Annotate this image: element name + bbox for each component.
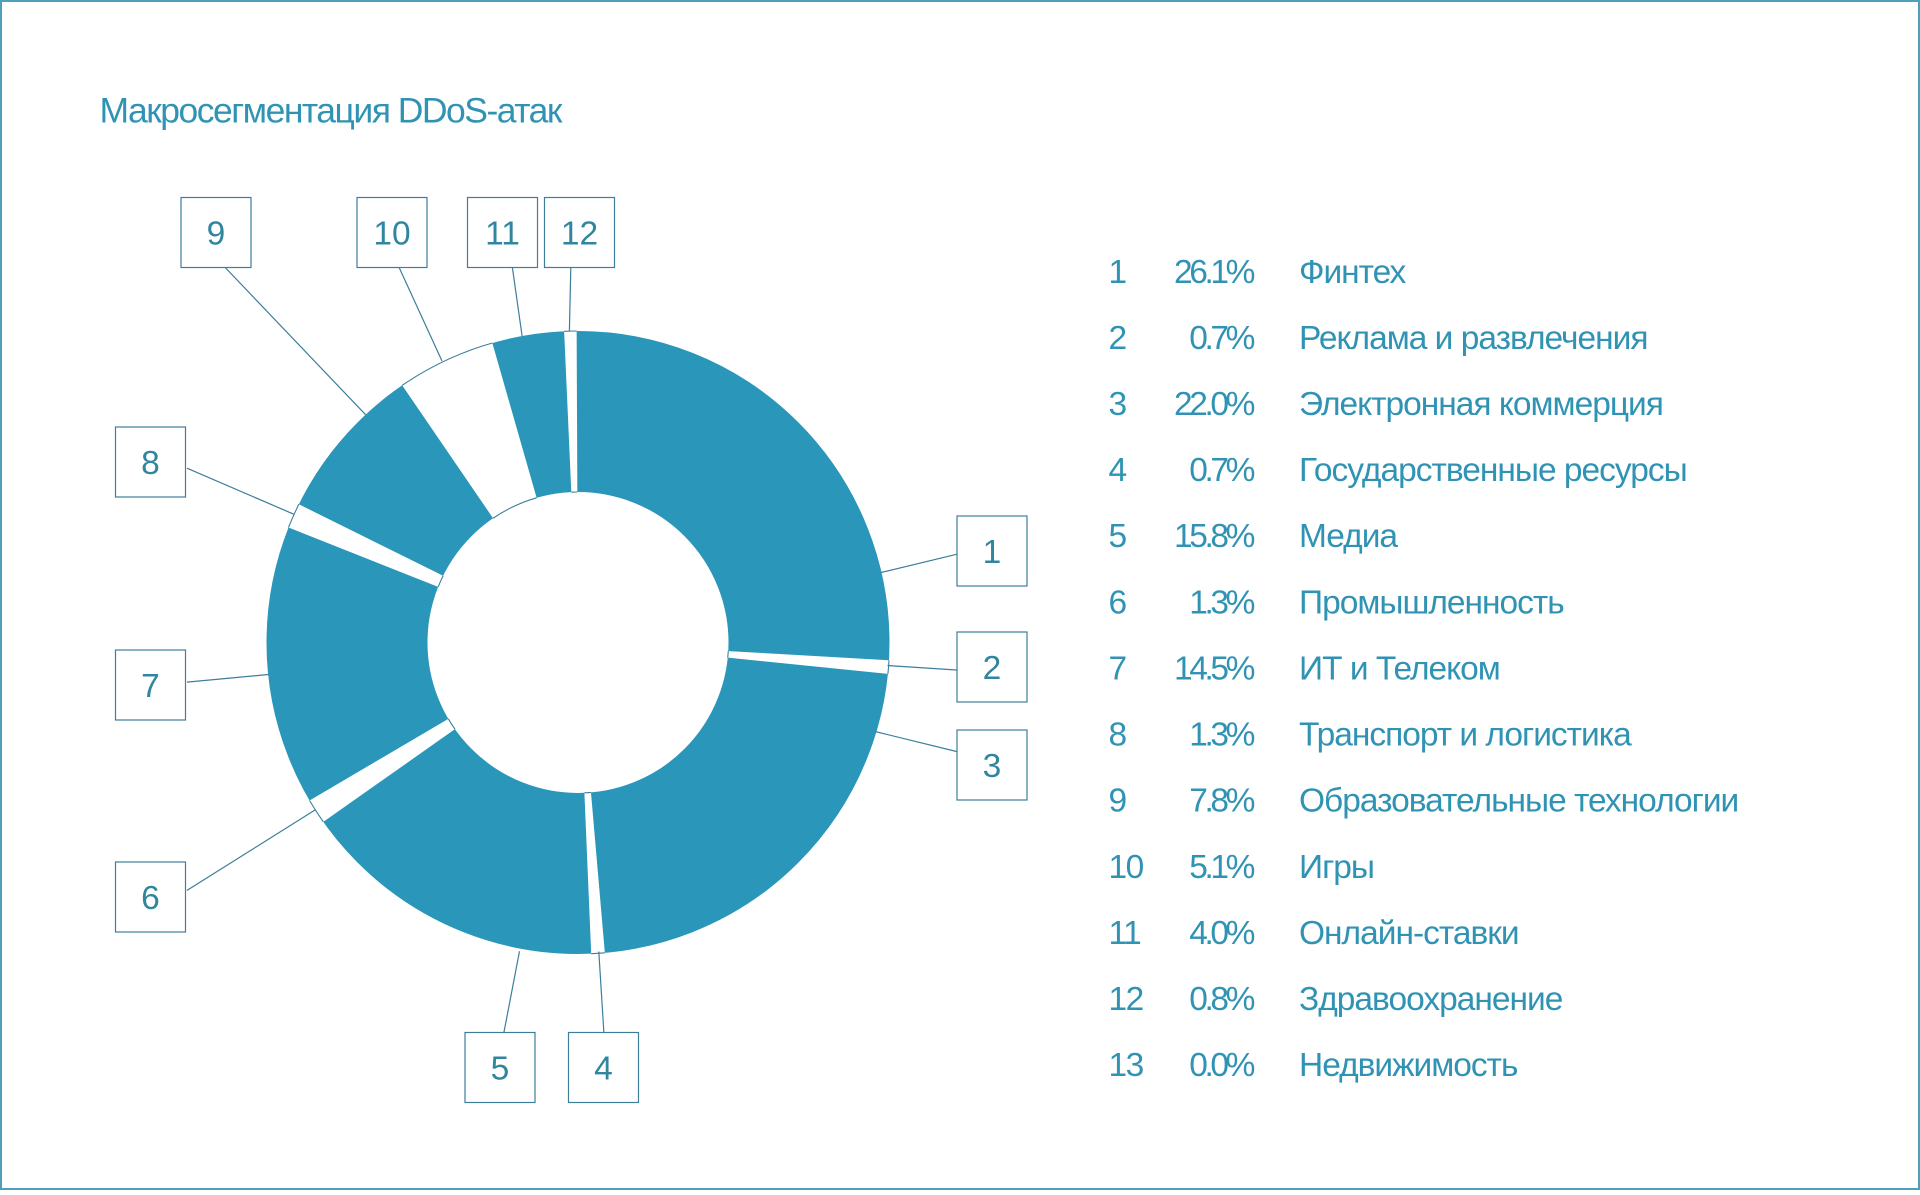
- svg-text:6: 6: [1109, 584, 1127, 621]
- svg-text:1: 1: [983, 534, 1002, 571]
- svg-text:4: 4: [594, 1051, 613, 1088]
- svg-text:Медиа: Медиа: [1299, 518, 1398, 555]
- svg-text:Макросегментация DDoS-атак: Макросегментация DDoS-атак: [100, 90, 563, 130]
- svg-text:5: 5: [491, 1051, 510, 1088]
- svg-text:Промышленность: Промышленность: [1299, 584, 1564, 621]
- svg-text:3: 3: [1109, 386, 1127, 423]
- svg-text:10: 10: [1109, 849, 1144, 886]
- svg-text:12: 12: [561, 216, 598, 253]
- svg-text:ИТ и Телеком: ИТ и Телеком: [1299, 651, 1500, 688]
- svg-text:11: 11: [485, 216, 520, 253]
- svg-text:Финтех: Финтех: [1299, 254, 1407, 291]
- svg-text:Онлайн-ставки: Онлайн-ставки: [1299, 915, 1519, 952]
- svg-text:Недвижимость: Недвижимость: [1299, 1047, 1518, 1084]
- svg-text:5: 5: [1109, 518, 1127, 555]
- svg-text:11: 11: [1109, 915, 1141, 952]
- svg-text:15.8%: 15.8%: [1174, 518, 1255, 555]
- svg-text:3: 3: [983, 748, 1002, 785]
- svg-text:8: 8: [1109, 717, 1127, 754]
- svg-text:13: 13: [1109, 1047, 1144, 1084]
- svg-text:Игры: Игры: [1299, 849, 1374, 886]
- svg-text:9: 9: [1109, 783, 1127, 820]
- svg-text:Государственные ресурсы: Государственные ресурсы: [1299, 452, 1687, 489]
- svg-text:10: 10: [373, 216, 410, 253]
- svg-text:4: 4: [1109, 452, 1127, 489]
- svg-text:8: 8: [141, 445, 160, 482]
- svg-text:Транспорт и логистика: Транспорт и логистика: [1299, 717, 1632, 754]
- svg-text:0.0%: 0.0%: [1189, 1047, 1254, 1084]
- svg-text:5.1%: 5.1%: [1189, 849, 1254, 886]
- svg-text:7: 7: [141, 668, 160, 705]
- svg-text:2: 2: [983, 650, 1002, 687]
- svg-text:Здравоохранение: Здравоохранение: [1299, 981, 1563, 1018]
- svg-text:Образовательные технологии: Образовательные технологии: [1299, 783, 1738, 820]
- svg-text:0.7%: 0.7%: [1189, 320, 1254, 357]
- svg-text:12: 12: [1109, 981, 1143, 1018]
- svg-text:4.0%: 4.0%: [1189, 915, 1254, 952]
- svg-text:9: 9: [207, 216, 226, 253]
- svg-text:1.3%: 1.3%: [1189, 717, 1254, 754]
- svg-text:26.1%: 26.1%: [1174, 254, 1255, 291]
- svg-text:Реклама и развлечения: Реклама и развлечения: [1299, 320, 1647, 357]
- svg-text:Электронная коммерция: Электронная коммерция: [1299, 386, 1663, 423]
- svg-text:1.3%: 1.3%: [1189, 584, 1254, 621]
- svg-text:1: 1: [1109, 254, 1126, 291]
- svg-text:14.5%: 14.5%: [1174, 651, 1255, 688]
- svg-text:22.0%: 22.0%: [1174, 386, 1255, 423]
- svg-text:2: 2: [1109, 320, 1126, 357]
- svg-text:7.8%: 7.8%: [1189, 783, 1254, 820]
- svg-text:7: 7: [1109, 651, 1126, 688]
- svg-text:6: 6: [141, 880, 160, 917]
- svg-text:0.8%: 0.8%: [1189, 981, 1254, 1018]
- svg-text:0.7%: 0.7%: [1189, 452, 1254, 489]
